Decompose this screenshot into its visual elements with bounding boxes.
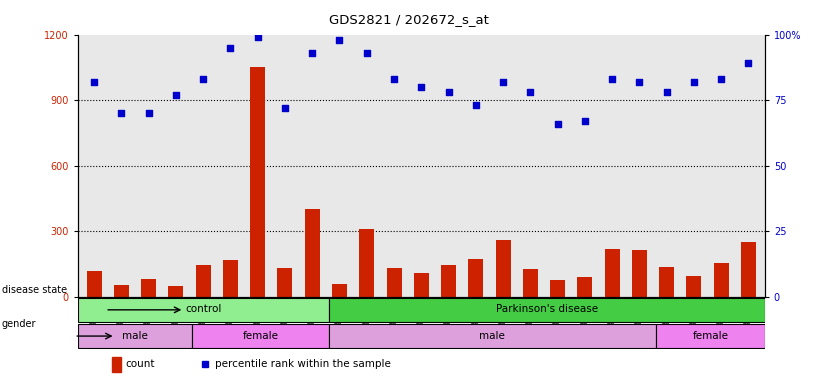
Point — [497, 79, 510, 85]
Bar — [496, 240, 510, 297]
Point — [196, 76, 209, 82]
Bar — [114, 285, 129, 297]
Point — [333, 37, 346, 43]
Point — [88, 79, 101, 85]
Point — [470, 102, 483, 108]
Point — [251, 34, 264, 40]
Bar — [441, 265, 456, 297]
Bar — [250, 67, 265, 297]
Point — [224, 45, 237, 51]
Bar — [578, 277, 592, 297]
Bar — [605, 249, 620, 297]
Bar — [142, 279, 156, 297]
Point — [524, 89, 537, 95]
Bar — [656, 324, 765, 348]
Bar — [386, 268, 402, 297]
Bar — [414, 273, 429, 297]
Point — [278, 105, 291, 111]
Bar — [277, 268, 293, 297]
Bar — [632, 250, 647, 297]
Bar — [659, 267, 674, 297]
Bar — [332, 284, 347, 297]
Bar — [112, 357, 121, 372]
Bar — [468, 258, 483, 297]
Point — [660, 89, 673, 95]
Bar — [192, 324, 329, 348]
Bar — [87, 270, 101, 297]
Point — [388, 76, 401, 82]
Bar — [523, 270, 538, 297]
Point — [687, 79, 700, 85]
Bar — [741, 242, 756, 297]
Text: Parkinson's disease: Parkinson's disease — [496, 305, 598, 314]
Point — [115, 110, 128, 116]
Bar — [550, 280, 565, 297]
Bar — [304, 209, 320, 297]
Point — [442, 89, 455, 95]
Bar — [169, 286, 183, 297]
Bar — [222, 260, 238, 297]
Point — [605, 76, 618, 82]
Text: female: female — [242, 331, 278, 341]
Point — [578, 118, 591, 124]
Text: control: control — [185, 305, 222, 314]
Point — [142, 110, 155, 116]
Point — [715, 76, 728, 82]
Point — [415, 84, 428, 90]
Bar — [196, 265, 211, 297]
Text: male: male — [479, 331, 505, 341]
Bar — [329, 324, 656, 348]
Point — [633, 79, 646, 85]
Text: female: female — [692, 331, 728, 341]
Text: percentile rank within the sample: percentile rank within the sample — [215, 359, 391, 369]
Text: gender: gender — [2, 319, 36, 329]
Point — [742, 60, 755, 66]
Text: count: count — [125, 359, 155, 369]
Bar — [686, 276, 702, 297]
Text: GDS2821 / 202672_s_at: GDS2821 / 202672_s_at — [329, 13, 489, 26]
Bar — [78, 324, 192, 348]
Bar — [329, 298, 765, 322]
Bar — [78, 298, 329, 322]
Text: disease state: disease state — [2, 285, 67, 295]
Bar — [359, 229, 374, 297]
Point — [306, 50, 319, 56]
Text: male: male — [122, 331, 148, 341]
Point — [169, 92, 182, 98]
Point — [551, 121, 564, 127]
Bar — [713, 263, 729, 297]
Point — [360, 50, 373, 56]
